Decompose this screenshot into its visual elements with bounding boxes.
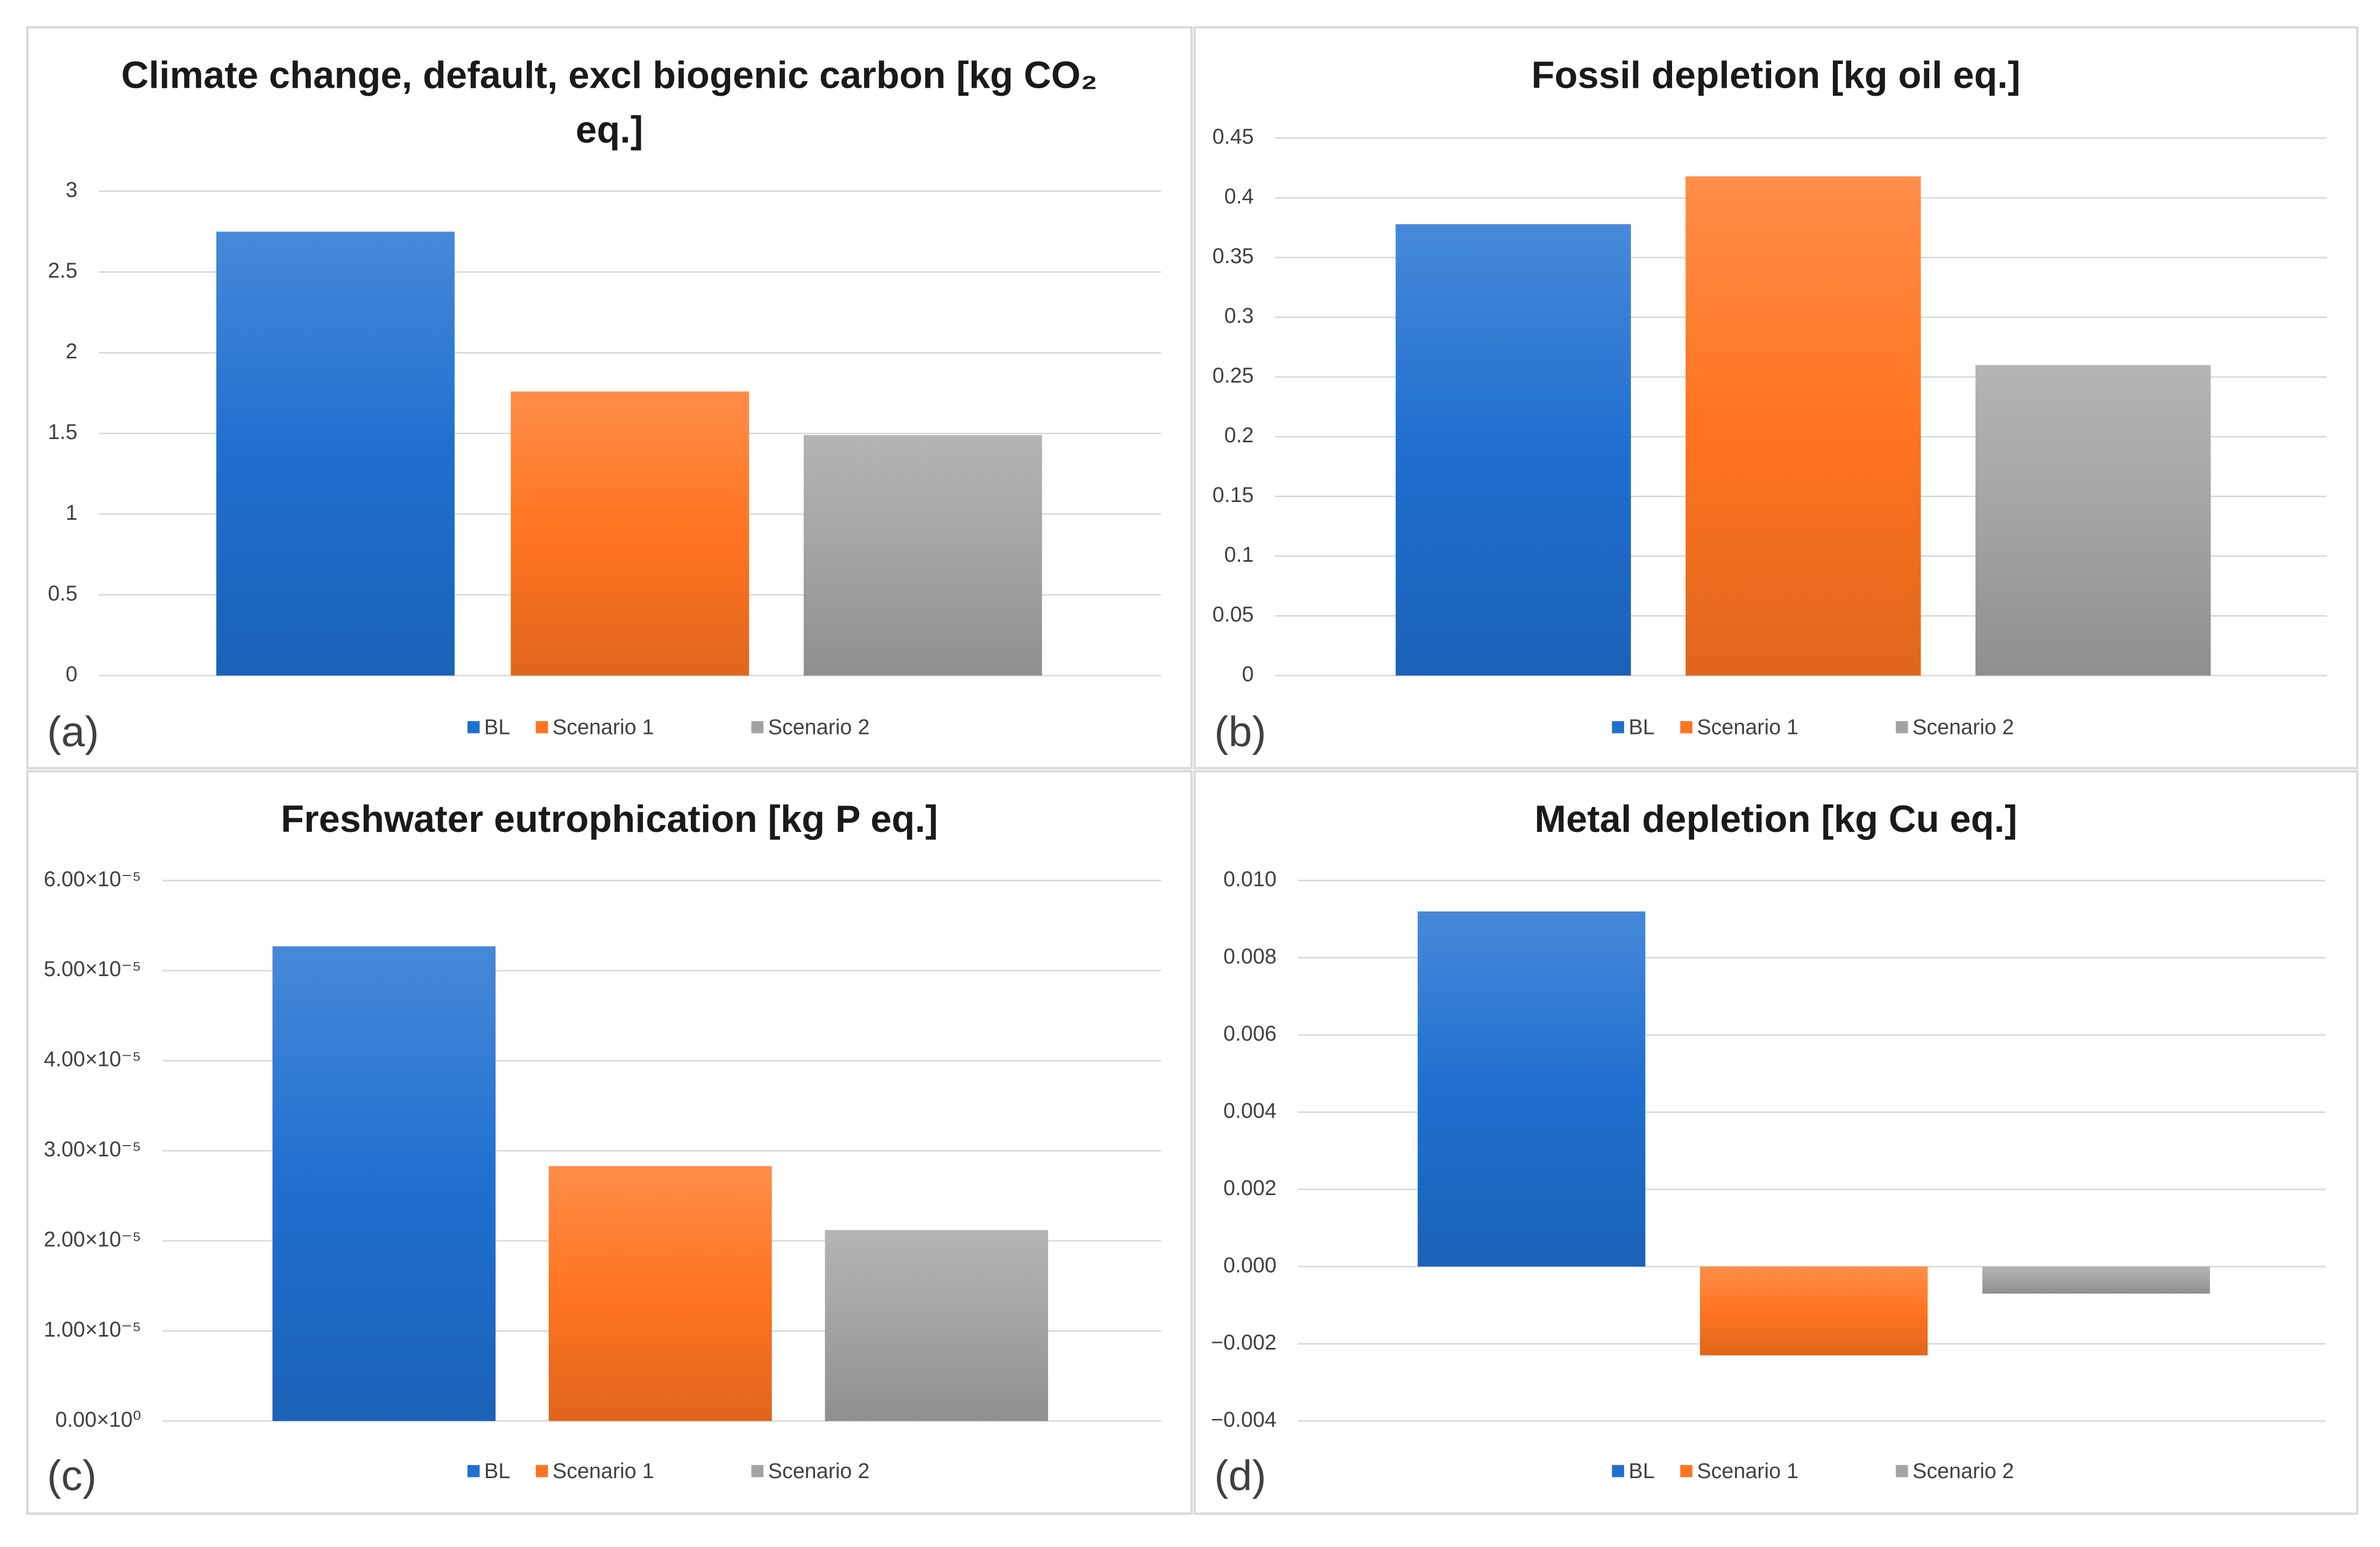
legend-swatch <box>535 1465 548 1478</box>
chart-panel: Metal depletion [kg Cu eq.] −0.004 −0.002 0… <box>1193 770 2358 1515</box>
legend-label: BL <box>1628 716 1654 739</box>
y-tick-label: 0.05 <box>1213 603 1254 626</box>
legend-label: BL <box>484 1459 510 1483</box>
legend-swatch <box>468 721 480 733</box>
chart-title: Climate change, default, excl biogenic c… <box>121 54 1098 152</box>
y-tick-label: 0.000 <box>1223 1253 1277 1277</box>
y-tick-label: 0.3 <box>1224 304 1254 328</box>
chart-panel: Fossil depletion [kg oil eq.] 0 0.05 0.1 0.1… <box>1193 26 2358 769</box>
y-tick-label: 2 <box>66 340 77 363</box>
y-tick-label: −0.004 <box>1211 1408 1277 1431</box>
y-tick-label: 1 <box>66 501 77 525</box>
y-tick-label: 0.006 <box>1223 1022 1277 1046</box>
y-tick-label: 1.5 <box>48 420 77 444</box>
y-tick-label: 4.00×10⁻⁵ <box>44 1048 141 1071</box>
y-tick-label: 2.5 <box>48 259 77 282</box>
y-tick-label: −0.002 <box>1211 1331 1277 1354</box>
panel-label: (d) <box>1214 1451 1266 1499</box>
chart-title-box: Freshwater eutrophication [kg P eq.] <box>281 799 938 842</box>
legend-label: Scenario 2 <box>768 716 870 739</box>
panel-label: (c) <box>47 1451 96 1499</box>
legend-swatch <box>751 721 764 733</box>
bar <box>1396 224 1631 676</box>
chart-title-box: Metal depletion [kg Cu eq.] <box>1534 799 2017 842</box>
y-tick-label: 3 <box>66 178 77 202</box>
bar <box>1699 1266 1928 1355</box>
y-tick-label: 6.00×10⁻⁵ <box>44 867 141 891</box>
bar <box>216 231 455 676</box>
y-tick-label: 0.004 <box>1223 1099 1277 1122</box>
y-tick-label: 1.00×10⁻⁵ <box>44 1318 141 1341</box>
chart-panel: Climate change, default, excl biogenic c… <box>26 26 1193 769</box>
chart-title-box: Climate change, default, excl biogenic c… <box>121 54 1098 152</box>
legend-swatch <box>1680 1465 1692 1478</box>
y-tick-label: 0 <box>1242 662 1254 686</box>
legend-swatch <box>1612 1465 1624 1478</box>
y-tick-label: 3.00×10⁻⁵ <box>44 1138 141 1161</box>
panel-label: (b) <box>1214 707 1266 755</box>
legend-label: Scenario 2 <box>1912 716 2014 739</box>
y-tick-label: 0.15 <box>1213 483 1254 507</box>
y-tick-label: 0.4 <box>1224 185 1254 208</box>
bar <box>511 391 749 676</box>
legend-label: Scenario 1 <box>552 716 654 739</box>
y-tick-label: 0.1 <box>1224 543 1254 567</box>
legend-label: Scenario 2 <box>1912 1459 2014 1483</box>
legend-swatch <box>468 1465 480 1478</box>
panel-label: (a) <box>47 707 99 755</box>
y-tick-label: 0.002 <box>1223 1176 1277 1200</box>
y-tick-label: 5.00×10⁻⁵ <box>44 957 141 981</box>
legend-label: Scenario 1 <box>1697 716 1798 739</box>
bar <box>1418 911 1646 1267</box>
legend-swatch <box>1680 721 1692 733</box>
panel-border <box>1193 770 2358 1515</box>
legend-swatch <box>751 1465 764 1478</box>
legend-swatch <box>1895 721 1908 733</box>
y-tick-label: 0.008 <box>1223 944 1277 968</box>
chart-title: Freshwater eutrophication [kg P eq.] <box>281 799 938 842</box>
chart-title: Metal depletion [kg Cu eq.] <box>1534 799 2017 842</box>
chart-panel: Freshwater eutrophication [kg P eq.] 0.00… <box>26 770 1193 1515</box>
bar <box>803 435 1042 676</box>
legend-label: Scenario 1 <box>1697 1459 1798 1483</box>
bar <box>1975 365 2211 676</box>
legend-label: BL <box>1628 1459 1654 1483</box>
y-tick-label: 0.35 <box>1213 244 1254 268</box>
bar <box>548 1166 772 1421</box>
bar <box>1982 1266 2210 1294</box>
legend-swatch <box>1895 1465 1908 1478</box>
y-tick-label: 0.25 <box>1213 364 1254 387</box>
legend-swatch <box>1612 721 1624 733</box>
legend-label: Scenario 1 <box>552 1459 654 1483</box>
chart-title: Fossil depletion [kg oil eq.] <box>1531 54 2021 97</box>
y-tick-label: 2.00×10⁻⁵ <box>44 1227 141 1251</box>
y-tick-label: 0.45 <box>1213 125 1254 149</box>
y-tick-label: 0 <box>66 662 77 686</box>
y-tick-label: 0.5 <box>48 582 77 605</box>
y-tick-label: 0.00×10⁰ <box>55 1408 141 1431</box>
bar <box>272 946 496 1421</box>
bar <box>1685 176 1921 676</box>
bar <box>825 1230 1049 1421</box>
legend-label: BL <box>484 716 510 739</box>
chart-title-box: Fossil depletion [kg oil eq.] <box>1531 54 2021 97</box>
legend-label: Scenario 2 <box>768 1459 870 1483</box>
legend-swatch <box>535 721 548 733</box>
y-tick-label: 0.010 <box>1223 867 1277 891</box>
y-tick-label: 0.2 <box>1224 423 1254 447</box>
